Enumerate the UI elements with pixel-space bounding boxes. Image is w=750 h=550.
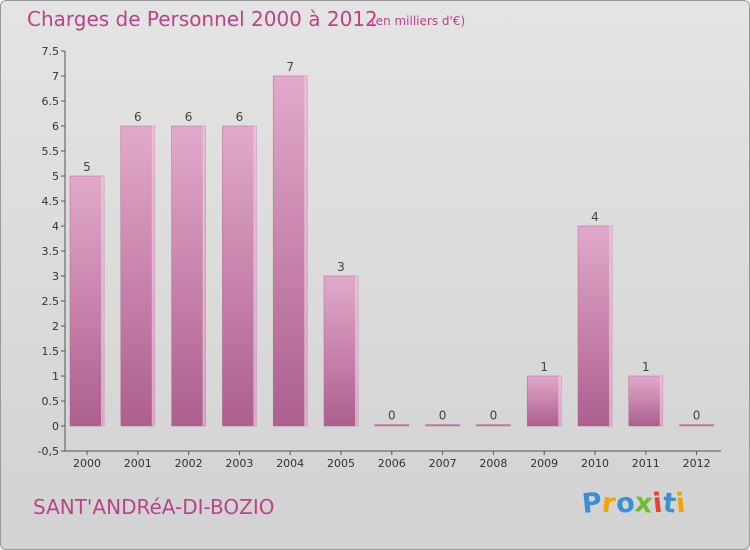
bar — [577, 225, 613, 427]
x-tick-label: 2012 — [683, 457, 711, 470]
y-tick-label: 0 — [52, 420, 59, 433]
data-label: 3 — [337, 260, 345, 274]
y-tick-label: 5 — [52, 170, 59, 183]
y-tick-label: 4.5 — [42, 195, 60, 208]
y-tick-label: 1.5 — [42, 345, 60, 358]
y-tick-label: 2 — [52, 320, 59, 333]
y-tick-label: 1 — [52, 370, 59, 383]
bar — [69, 175, 105, 427]
x-tick-label: 2003 — [225, 457, 253, 470]
x-tick-label: 2002 — [175, 457, 203, 470]
bar-highlight — [659, 376, 663, 426]
x-tick-label: 2000 — [73, 457, 101, 470]
bar — [222, 125, 257, 427]
bar — [425, 424, 460, 427]
bar — [171, 125, 206, 427]
bar-highlight — [355, 276, 358, 426]
data-label: 1 — [642, 360, 650, 374]
y-tick-label: -0,5 — [38, 445, 59, 458]
bar — [120, 125, 156, 427]
data-label: 0 — [439, 409, 447, 423]
x-tick-label: 2011 — [632, 457, 660, 470]
data-label: 0 — [693, 409, 701, 423]
x-tick-label: 2009 — [530, 457, 558, 470]
commune-name: SANT'ANDRéA-DI-BOZIO — [33, 495, 275, 519]
bar — [374, 424, 410, 427]
data-label: 6 — [185, 110, 193, 124]
data-label: 0 — [490, 409, 498, 423]
bar — [628, 375, 664, 427]
x-tick-label: 2006 — [378, 457, 406, 470]
logo-letter: i — [674, 487, 688, 520]
bar-highlight — [304, 76, 308, 426]
y-tick-label: 5.5 — [42, 145, 60, 158]
y-tick-label: 7 — [52, 70, 59, 83]
bar-highlight — [558, 376, 562, 426]
data-label: 0 — [388, 409, 396, 423]
bar-highlight — [609, 226, 612, 426]
x-tick-label: 2007 — [429, 457, 457, 470]
data-label: 1 — [540, 360, 548, 374]
data-label: 4 — [591, 210, 599, 224]
bar — [526, 375, 562, 427]
x-tick-label: 2010 — [581, 457, 609, 470]
y-tick-label: 4 — [52, 220, 59, 233]
x-tick-label: 2004 — [276, 457, 304, 470]
bar-highlight — [202, 126, 206, 426]
x-tick-label: 2008 — [479, 457, 507, 470]
x-tick-label: 2001 — [124, 457, 152, 470]
y-tick-label: 7.5 — [42, 45, 60, 58]
chart-title: Charges de Personnel 2000 à 2012 — [27, 7, 378, 31]
data-label: 6 — [236, 110, 244, 124]
bar — [476, 424, 511, 427]
y-tick-label: 2.5 — [42, 295, 60, 308]
data-label: 5 — [83, 160, 91, 174]
bar — [323, 275, 359, 427]
data-label: 7 — [286, 60, 294, 74]
bar-highlight — [101, 176, 104, 426]
proxiti-logo: Proxiti — [580, 487, 688, 520]
y-tick-label: 0.5 — [42, 395, 60, 408]
x-tick-label: 2005 — [327, 457, 355, 470]
chart-subtitle: (en milliers d'€) — [371, 14, 466, 28]
bar-highlight — [151, 126, 155, 426]
bar-highlight — [253, 126, 257, 426]
bar — [679, 424, 714, 427]
y-tick-label: 6.5 — [42, 95, 60, 108]
data-label: 6 — [134, 110, 142, 124]
bar — [272, 75, 308, 427]
y-tick-label: 3.5 — [42, 245, 60, 258]
y-tick-label: 3 — [52, 270, 59, 283]
y-tick-label: 6 — [52, 120, 59, 133]
